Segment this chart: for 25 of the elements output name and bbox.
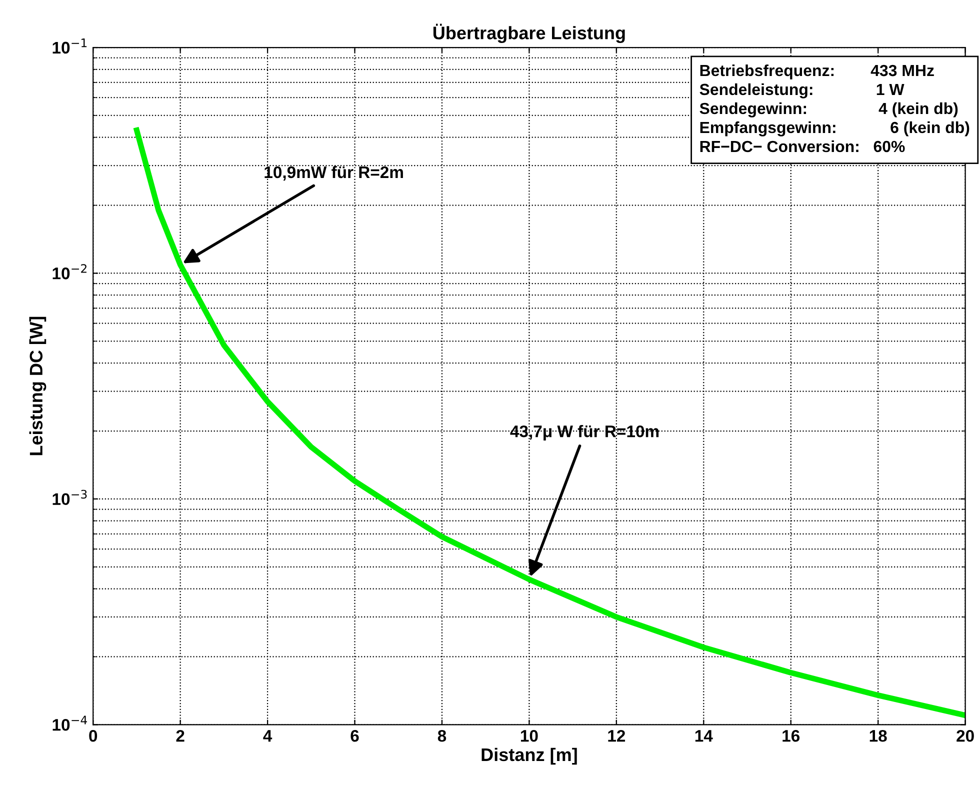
y-tick-label: 10$^{−3}$ (52, 490, 87, 506)
y-tick-label: 10$^{−4}$ (52, 716, 87, 731)
annotation: Betriebsfrequenz: 433 MHz (700, 64, 934, 80)
x-tick-label: 12 (608, 730, 626, 742)
annotation: Sendegewinn: 4 (kein db) (700, 102, 958, 118)
annotation: Sendeleistung: 1 W (700, 83, 904, 98)
annotation: RF−DC− Conversion: 60% (700, 140, 905, 152)
x-tick-label: 10 (520, 730, 538, 742)
x-tick-label: 20 (956, 730, 974, 742)
x-axis-title: Distanz [m] (482, 748, 577, 765)
y-tick-label: 10$^{−2}$ (52, 264, 86, 280)
annotation: Empfangsgewinn: 6 (kein db) (700, 121, 970, 136)
x-tick-label: 2 (176, 730, 184, 742)
x-tick-label: 8 (438, 730, 446, 742)
annotation: 43,7μ W für R=10m (510, 425, 659, 440)
x-tick-label: 14 (695, 730, 713, 742)
x-tick-label: 4 (263, 730, 272, 742)
x-tick-label: 0 (89, 730, 98, 742)
annotation: 10,9mW für R=2m (264, 166, 403, 181)
y-tick-label: 10$^{−1}$ (52, 38, 87, 54)
x-tick-label: 6 (350, 730, 359, 742)
x-tick-label: 18 (870, 730, 887, 742)
x-tick-label: 16 (782, 730, 800, 742)
chart-title: Übertragbare Leistung (433, 24, 625, 44)
y-axis-title: Leistung DC [W] (29, 316, 46, 456)
